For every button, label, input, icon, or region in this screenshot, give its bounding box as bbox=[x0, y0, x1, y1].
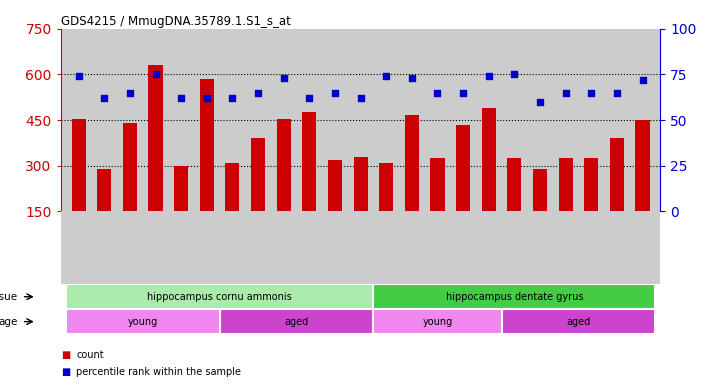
Text: hippocampus cornu ammonis: hippocampus cornu ammonis bbox=[147, 292, 292, 302]
Text: tissue: tissue bbox=[0, 292, 18, 302]
Point bbox=[483, 73, 494, 79]
Bar bbox=[482, 108, 496, 211]
Point bbox=[201, 95, 213, 101]
Point bbox=[611, 89, 623, 96]
Point bbox=[381, 73, 392, 79]
Bar bbox=[373, 284, 655, 309]
Bar bbox=[635, 120, 650, 211]
Bar bbox=[276, 119, 291, 211]
Point bbox=[406, 75, 418, 81]
Bar bbox=[123, 123, 137, 211]
Bar bbox=[558, 158, 573, 211]
Bar bbox=[431, 158, 445, 211]
Text: hippocampus dentate gyrus: hippocampus dentate gyrus bbox=[446, 292, 583, 302]
Bar bbox=[456, 125, 470, 211]
Bar bbox=[226, 163, 239, 211]
Bar bbox=[328, 160, 342, 211]
Bar bbox=[200, 79, 213, 211]
Point bbox=[329, 89, 341, 96]
Point bbox=[458, 89, 469, 96]
Text: ■: ■ bbox=[61, 350, 70, 360]
Bar bbox=[584, 158, 598, 211]
Bar bbox=[533, 169, 547, 211]
Point bbox=[508, 71, 520, 78]
Bar bbox=[66, 284, 373, 309]
Point bbox=[150, 71, 161, 78]
Text: percentile rank within the sample: percentile rank within the sample bbox=[76, 367, 241, 377]
Bar bbox=[353, 157, 368, 211]
Bar bbox=[501, 309, 655, 334]
Point bbox=[252, 89, 263, 96]
Bar bbox=[251, 138, 265, 211]
Text: young: young bbox=[128, 317, 158, 327]
Text: young: young bbox=[423, 317, 453, 327]
Text: age: age bbox=[0, 317, 18, 327]
Point bbox=[637, 77, 648, 83]
Bar bbox=[405, 116, 419, 211]
Point bbox=[99, 95, 110, 101]
Bar bbox=[379, 163, 393, 211]
Point bbox=[585, 89, 597, 96]
Point bbox=[73, 73, 84, 79]
Text: GDS4215 / MmugDNA.35789.1.S1_s_at: GDS4215 / MmugDNA.35789.1.S1_s_at bbox=[61, 15, 291, 28]
Bar bbox=[66, 309, 220, 334]
Bar bbox=[174, 166, 188, 211]
Point bbox=[432, 89, 443, 96]
Bar bbox=[71, 119, 86, 211]
Bar bbox=[220, 309, 373, 334]
Point bbox=[303, 95, 315, 101]
Point bbox=[534, 99, 545, 105]
Point bbox=[278, 75, 289, 81]
Point bbox=[227, 95, 238, 101]
Bar bbox=[373, 309, 501, 334]
Point bbox=[176, 95, 187, 101]
Point bbox=[124, 89, 136, 96]
Text: count: count bbox=[76, 350, 104, 360]
Bar bbox=[508, 158, 521, 211]
Text: aged: aged bbox=[566, 317, 590, 327]
Bar bbox=[97, 169, 111, 211]
Text: aged: aged bbox=[284, 317, 308, 327]
Bar bbox=[149, 65, 163, 211]
Text: ■: ■ bbox=[61, 367, 70, 377]
Bar bbox=[610, 138, 624, 211]
Bar bbox=[302, 113, 316, 211]
Point bbox=[560, 89, 571, 96]
Point bbox=[355, 95, 366, 101]
